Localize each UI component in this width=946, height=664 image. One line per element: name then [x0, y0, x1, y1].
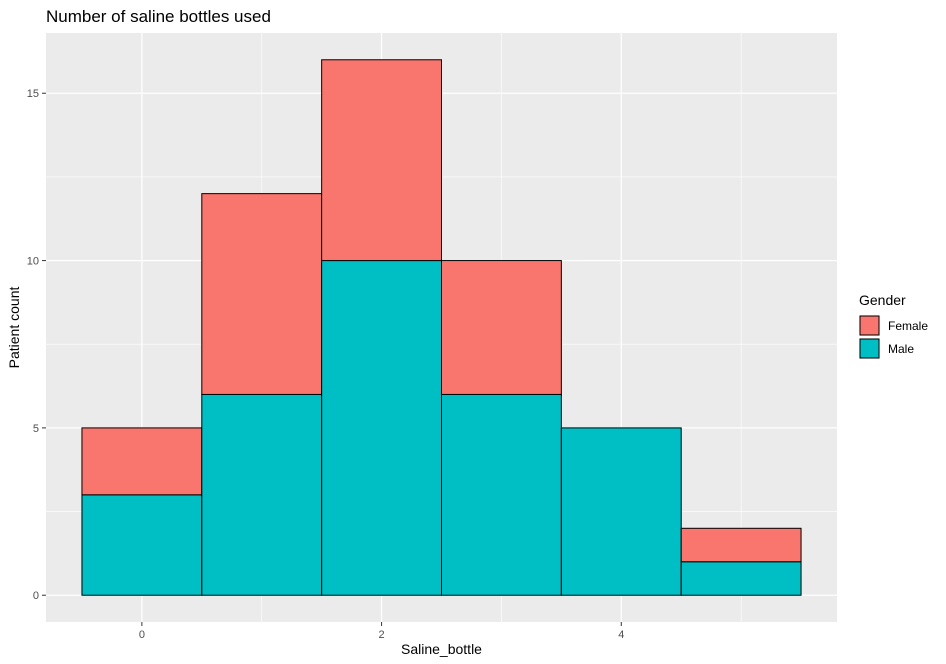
x-axis-title: Saline_bottle — [401, 641, 482, 657]
y-tick-label: 15 — [27, 88, 39, 100]
bar-female-2 — [321, 59, 443, 262]
x-tick-label: 0 — [139, 629, 145, 641]
legend-swatch-female — [859, 315, 880, 336]
y-tick-label: 10 — [27, 256, 39, 268]
bar-female-1 — [201, 193, 323, 395]
x-tick-label: 2 — [379, 629, 385, 641]
y-tick-label: 0 — [33, 590, 39, 602]
bar-male-0 — [81, 494, 203, 596]
x-tick-label: 4 — [618, 629, 624, 641]
x-axis: 0 2 4 — [139, 622, 624, 641]
bar-male-4 — [560, 427, 682, 596]
chart-title: Number of saline bottles used — [46, 7, 271, 26]
bar-male-3 — [441, 393, 562, 596]
legend-items: Female Male — [859, 315, 928, 359]
legend: Gender Female Male — [859, 292, 928, 359]
legend-title: Gender — [859, 292, 906, 308]
bar-female-0 — [81, 427, 203, 496]
legend-label-male: Male — [888, 342, 914, 356]
bar-male-5 — [680, 561, 802, 596]
legend-swatch-male — [859, 338, 880, 359]
legend-label-female: Female — [888, 319, 928, 333]
bar-male-1 — [201, 393, 323, 596]
y-tick-label: 5 — [33, 423, 39, 435]
bar-male-2 — [321, 260, 443, 596]
bar-female-5 — [680, 527, 802, 563]
bar-female-3 — [441, 260, 562, 395]
y-axis-title: Patient count — [6, 287, 22, 369]
bars — [81, 59, 802, 596]
y-axis: 0 5 10 15 — [27, 88, 46, 602]
